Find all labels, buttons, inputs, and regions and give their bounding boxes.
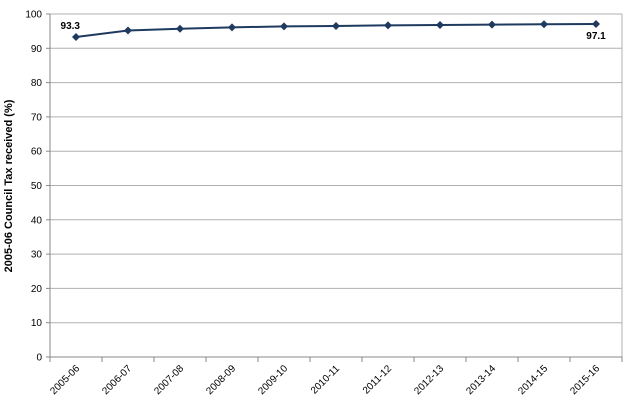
x-tick-label: 2005-06 xyxy=(48,363,82,397)
y-axis-label: 2005-06 Council Tax received (%) xyxy=(3,99,15,272)
y-tick-label: 20 xyxy=(31,284,43,295)
marker xyxy=(228,23,236,32)
y-tick-label: 40 xyxy=(31,215,43,226)
y-tick-label: 50 xyxy=(31,181,43,192)
x-tick-label: 2012-13 xyxy=(412,363,446,397)
x-tick-label: 2007-08 xyxy=(152,363,186,397)
x-tick-label: 2014-15 xyxy=(516,363,550,397)
x-tick-label: 2009-10 xyxy=(256,363,290,397)
y-tick-label: 90 xyxy=(31,44,43,55)
y-tick-label: 10 xyxy=(31,318,43,329)
marker xyxy=(124,26,132,35)
y-tick-label: 0 xyxy=(36,353,42,364)
marker xyxy=(280,22,288,31)
y-tick-label: 60 xyxy=(31,147,43,158)
marker xyxy=(540,20,548,29)
value-label: 93.3 xyxy=(61,21,81,32)
value-label: 97.1 xyxy=(586,31,606,42)
y-tick-label: 80 xyxy=(31,78,43,89)
marker xyxy=(72,32,80,41)
x-tick-label: 2011-12 xyxy=(361,363,395,397)
marker xyxy=(176,24,184,33)
y-tick-label: 30 xyxy=(31,250,43,261)
x-tick-label: 2008-09 xyxy=(204,363,238,397)
y-tick-label: 70 xyxy=(31,112,43,123)
x-tick-label: 2010-11 xyxy=(309,363,343,397)
y-tick-label: 100 xyxy=(25,10,42,21)
x-tick-label: 2006-07 xyxy=(100,363,134,397)
marker xyxy=(436,20,444,29)
marker xyxy=(384,21,392,30)
marker xyxy=(592,19,600,28)
marker xyxy=(488,20,496,29)
x-tick-label: 2013-14 xyxy=(464,363,498,397)
marker xyxy=(332,22,340,31)
x-tick-label: 2015-16 xyxy=(568,363,602,397)
